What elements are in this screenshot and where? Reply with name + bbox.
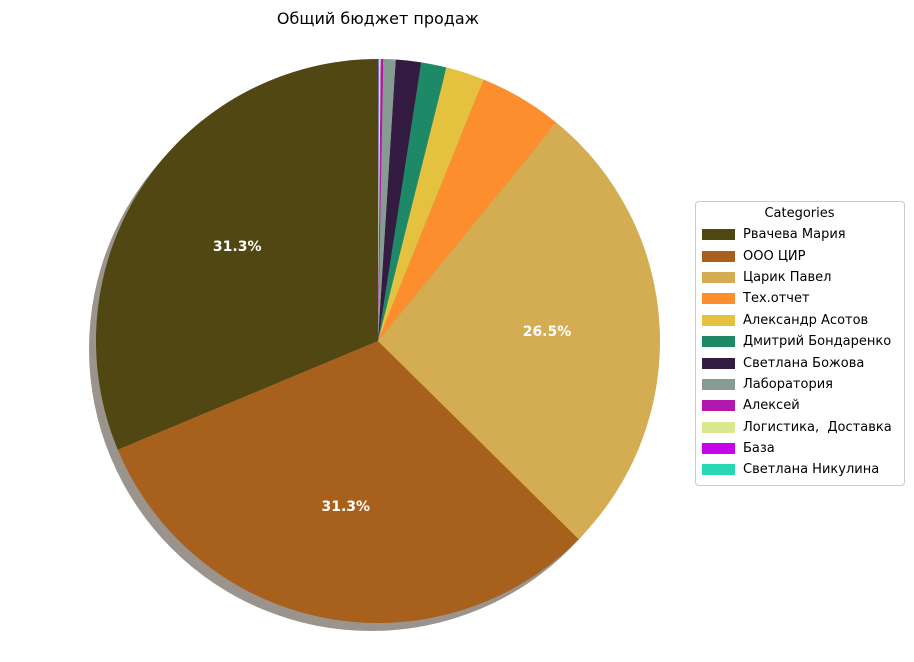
legend: Categories Рвачева Мария ООО ЦИР Царик Пав… [695,201,905,486]
legend-swatch [702,357,735,369]
legend-item-label: Светлана Никулина [743,462,880,478]
legend-item: База [702,438,897,459]
legend-swatch [702,421,735,433]
legend-item: Логистика, Доставка [702,417,897,438]
legend-item-label: База [743,441,775,457]
legend-swatch [702,378,735,390]
pie-slice-1 [117,341,579,623]
legend-swatch [702,293,735,305]
legend-item-label: Дмитрий Бондаренко [743,334,892,350]
legend-swatch [702,336,735,348]
legend-swatch [702,400,735,412]
pct-label-slice-0: 31.3% [213,239,262,255]
legend-item-label: ООО ЦИР [743,248,806,264]
pie-slice-10 [378,58,380,341]
legend-swatch [702,229,735,241]
legend-item: Лаборатория [702,374,897,395]
legend-item-label: Алексей [743,398,800,414]
legend-item-label: Светлана Божова [743,355,865,371]
legend-item: Рвачева Мария [702,224,897,245]
legend-item-label: Царик Павел [743,269,832,285]
legend-swatch [702,271,735,283]
legend-swatch [702,250,735,262]
legend-item-label: Тех.отчет [743,291,810,307]
legend-swatch [702,443,735,455]
legend-item: Светлана Божова [702,352,897,373]
legend-swatch [702,314,735,326]
pie-slice-6 [378,59,422,342]
legend-item: Царик Павел [702,267,897,288]
legend-item-label: Логистика, Доставка [743,419,892,435]
pie-slice-2 [378,122,660,540]
legend-item: ООО ЦИР [702,245,897,266]
pie-slice-11 [378,58,379,341]
pie-slice-7 [378,59,396,342]
pie-slice-0 [96,59,378,450]
pie-slice-3 [378,79,557,342]
pct-label-slice-2: 26.5% [523,324,572,340]
legend-item: Алексей [702,395,897,416]
pct-label-slice-1: 31.3% [322,499,371,515]
legend-item-label: Рвачева Мария [743,227,846,243]
legend-title: Categories [764,206,835,221]
legend-swatch [702,464,735,476]
legend-items: Рвачева Мария ООО ЦИР Царик Павел Тех.отчет… [702,224,897,481]
legend-item: Тех.отчет [702,288,897,309]
pie-slice-4 [378,67,484,342]
legend-item: Светлана Никулина [702,459,897,480]
chart-title: Общий бюджет продаж [276,9,480,28]
legend-item: Дмитрий Бондаренко [702,331,897,352]
legend-item-label: Лаборатория [743,376,833,392]
pie-slice-9 [378,59,381,341]
pie-slice-5 [378,62,447,341]
pie-slice-8 [378,59,384,341]
legend-item: Александр Асотов [702,310,897,331]
legend-item-label: Александр Асотов [743,312,869,328]
